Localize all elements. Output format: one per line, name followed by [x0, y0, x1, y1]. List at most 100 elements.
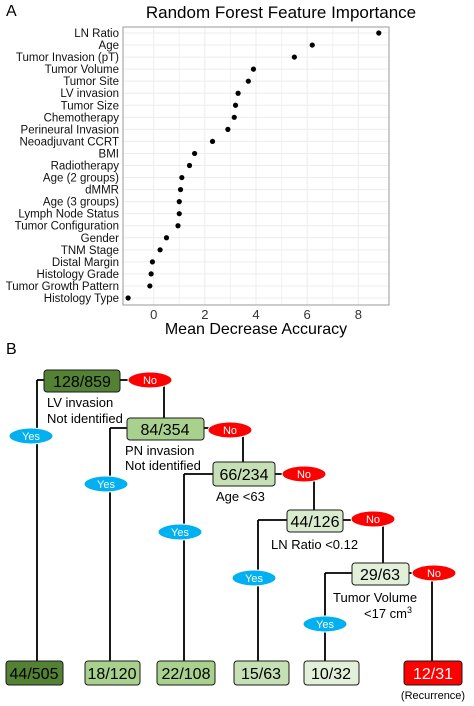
split-conditions: LV invasion Not identified PN invasion N… [47, 395, 417, 621]
no-badge-2-label: No [223, 425, 237, 437]
condition-2-line-2: Not identified [125, 458, 201, 473]
no-badge-4: No [350, 510, 396, 528]
yes-badge-5: Yes [302, 615, 348, 633]
importance-point [232, 102, 239, 108]
condition-3: Age <63 [216, 489, 265, 504]
importance-point [176, 211, 182, 217]
yes-badges: Yes Yes Yes Yes Yes [8, 427, 348, 633]
feature-label: Distal Margin [52, 257, 119, 269]
importance-point [177, 186, 184, 193]
tree-node-3-label: 66/234 [220, 467, 269, 484]
condition-5-superscript: 3 [407, 605, 412, 615]
no-badge-3-label: No [297, 469, 311, 481]
no-badge-5-label: No [427, 568, 441, 580]
tree-leaf-1: 44/505 [5, 660, 64, 686]
importance-points [125, 30, 382, 301]
feature-label: Tumor Growth Pattern [6, 281, 119, 293]
importance-point [376, 30, 382, 36]
no-badge-1-label: No [143, 375, 157, 387]
importance-point [291, 54, 297, 60]
tree-leaf-3-label: 22/108 [162, 666, 211, 683]
tree-node-2: 84/354 [126, 417, 205, 441]
x-tick-labels: 0 2 4 6 8 [150, 307, 362, 322]
importance-point [186, 162, 193, 169]
tree-leaf-4-label: 15/63 [241, 666, 281, 683]
condition-1-line-2: Not identified [47, 411, 123, 426]
tree-node-1: 128/859 [43, 369, 121, 393]
x-tick-label: 8 [355, 307, 362, 322]
recurrence-caption: (Recurrence) [401, 690, 465, 702]
svg-text:<17 cm3: <17 cm3 [364, 605, 412, 621]
no-badge-2: No [207, 421, 253, 439]
tree-leaf-5-label: 10/32 [311, 666, 351, 683]
tree-leaf-recurrence: 12/31 (Recurrence) [401, 660, 465, 702]
importance-point [192, 150, 198, 157]
yes-badge-5-label: Yes [316, 619, 334, 631]
importance-point [176, 199, 182, 205]
tree-node-3: 66/234 [212, 461, 276, 487]
importance-point [235, 90, 241, 96]
no-badge-1: No [127, 371, 173, 389]
yes-badge-1: Yes [8, 427, 54, 445]
tree-node-5: 29/63 [351, 562, 410, 586]
no-badge-3: No [281, 465, 327, 483]
tree-node-4: 44/126 [286, 509, 344, 533]
importance-point [157, 247, 163, 253]
feature-label: dMMR [85, 185, 119, 197]
chart-title: Random Forest Feature Importance [146, 3, 416, 22]
feature-label: Age (3 groups) [43, 197, 119, 209]
importance-point [231, 114, 237, 120]
importance-chart: Random Forest Feature Importance LN Rati… [6, 3, 416, 338]
importance-point [309, 42, 315, 48]
condition-1-line-1: LV invasion [47, 395, 113, 410]
feature-label: Histology Type [44, 293, 119, 305]
x-tick-label: 0 [150, 307, 157, 322]
yes-badge-2: Yes [83, 475, 129, 493]
feature-label: Perineural Invasion [21, 124, 119, 136]
x-tick-label: 6 [304, 307, 311, 322]
tree-leaf-5: 10/32 [303, 660, 360, 686]
feature-label: LN Ratio [74, 28, 119, 40]
yes-badge-3: Yes [157, 523, 203, 541]
tree-leaf-6-label: 12/31 [413, 666, 453, 683]
feature-label: LV invasion [60, 88, 119, 100]
yes-badge-3-label: Yes [171, 527, 189, 539]
importance-point [245, 78, 251, 84]
tree-node-2-label: 84/354 [141, 422, 190, 439]
feature-label: Age [99, 40, 119, 52]
importance-point [163, 235, 170, 241]
importance-point [250, 66, 257, 72]
importance-point [175, 223, 181, 229]
yes-badge-2-label: Yes [97, 479, 115, 491]
feature-label: Age (2 groups) [43, 173, 119, 185]
x-axis-label: Mean Decrease Accuracy [165, 321, 347, 338]
yes-badge-1-label: Yes [22, 431, 40, 443]
feature-label: Gender [81, 233, 120, 245]
tree-leaf-3: 22/108 [156, 660, 216, 686]
importance-point [225, 126, 231, 132]
tree-leaf-4: 15/63 [233, 660, 290, 686]
tree-leaf-2: 18/120 [84, 660, 141, 686]
no-badge-5: No [411, 564, 457, 582]
condition-5-line-1: Tumor Volume [333, 590, 417, 605]
feature-label: Histology Grade [37, 269, 119, 281]
panel-a-label: A [6, 3, 17, 20]
yes-badge-4-label: Yes [245, 573, 263, 585]
feature-label: Radiotherapy [51, 161, 120, 173]
yes-badge-4: Yes [231, 569, 277, 587]
importance-point [147, 283, 153, 289]
x-tick-label: 4 [252, 307, 259, 322]
tree-node-1-label: 128/859 [53, 374, 111, 391]
feature-label: Tumor Volume [45, 64, 119, 76]
no-badge-4-label: No [366, 514, 380, 526]
feature-label: BMI [99, 148, 119, 160]
tree-leaf-2-label: 18/120 [88, 666, 137, 683]
feature-label: Tumor Site [63, 76, 119, 88]
condition-4: LN Ratio <0.12 [271, 537, 358, 552]
condition-2-line-1: PN invasion [125, 443, 194, 458]
importance-point [148, 271, 154, 277]
panel-b-label: B [6, 341, 17, 358]
tree-node-4-label: 44/126 [291, 514, 340, 531]
